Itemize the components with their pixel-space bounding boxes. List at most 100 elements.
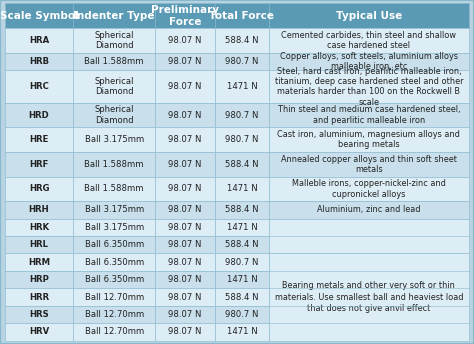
Text: 588.4 N: 588.4 N (225, 205, 259, 214)
Text: 1471 N: 1471 N (227, 327, 257, 336)
Text: Spherical
Diamond: Spherical Diamond (94, 77, 134, 96)
Text: HRG: HRG (29, 184, 49, 193)
Text: 980.7 N: 980.7 N (225, 258, 258, 267)
Bar (73, 176, 155, 201)
Bar (73, 236, 155, 254)
Text: Ball 6.350mm: Ball 6.350mm (84, 240, 144, 249)
Bar (269, 71, 469, 103)
Text: 98.07 N: 98.07 N (168, 82, 201, 91)
Bar (5, 103, 73, 127)
Bar (269, 53, 469, 71)
Bar (73, 323, 155, 341)
Bar (155, 254, 215, 271)
Bar (5, 176, 73, 201)
Bar (215, 271, 269, 288)
Text: Ball 3.175mm: Ball 3.175mm (84, 135, 144, 144)
Bar (5, 323, 73, 341)
Bar (5, 127, 73, 152)
Text: 98.07 N: 98.07 N (168, 184, 201, 193)
Bar (269, 176, 469, 201)
Text: HRM: HRM (28, 258, 50, 267)
Bar (215, 71, 269, 103)
Bar (5, 288, 73, 306)
Text: Aluminium, zinc and lead: Aluminium, zinc and lead (317, 205, 420, 214)
Text: Steel, hard cast iron, pearlitic malleable iron,
titanium, deep case hardened st: Steel, hard cast iron, pearlitic malleab… (274, 66, 463, 107)
Text: Scale Symbol: Scale Symbol (0, 11, 79, 21)
Text: 98.07 N: 98.07 N (168, 310, 201, 319)
Bar (73, 71, 155, 103)
Text: Spherical
Diamond: Spherical Diamond (94, 31, 134, 50)
Bar (5, 53, 73, 71)
Bar (155, 271, 215, 288)
Bar (73, 271, 155, 288)
Bar (5, 201, 73, 219)
Text: HRV: HRV (29, 327, 49, 336)
Bar (155, 236, 215, 254)
Text: 588.4 N: 588.4 N (225, 292, 259, 301)
Text: Thin steel and medium case hardened steel,
and pearlitic malleable iron: Thin steel and medium case hardened stee… (278, 105, 460, 125)
Text: HRH: HRH (29, 205, 49, 214)
Text: 98.07 N: 98.07 N (168, 36, 201, 45)
Bar (215, 176, 269, 201)
Text: 980.7 N: 980.7 N (225, 310, 258, 319)
Text: Ball 3.175mm: Ball 3.175mm (84, 205, 144, 214)
Bar (155, 3, 215, 28)
Bar (73, 288, 155, 306)
Text: 98.07 N: 98.07 N (168, 258, 201, 267)
Text: 588.4 N: 588.4 N (225, 36, 259, 45)
Text: 98.07 N: 98.07 N (168, 205, 201, 214)
Text: 98.07 N: 98.07 N (168, 275, 201, 284)
Text: 98.07 N: 98.07 N (168, 327, 201, 336)
Bar (215, 127, 269, 152)
Bar (215, 254, 269, 271)
Bar (269, 219, 469, 254)
Text: Cast iron, aluminium, magnesium alloys and
bearing metals: Cast iron, aluminium, magnesium alloys a… (277, 130, 460, 149)
Bar (215, 306, 269, 323)
Bar (73, 127, 155, 152)
Text: Ball 3.175mm: Ball 3.175mm (84, 223, 144, 232)
Text: Ball 1.588mm: Ball 1.588mm (84, 57, 144, 66)
Bar (269, 152, 469, 176)
Bar (215, 236, 269, 254)
Bar (155, 127, 215, 152)
Bar (215, 288, 269, 306)
Bar (5, 28, 73, 53)
Text: Ball 1.588mm: Ball 1.588mm (84, 184, 144, 193)
Bar (155, 201, 215, 219)
Bar (73, 103, 155, 127)
Bar (215, 53, 269, 71)
Bar (73, 28, 155, 53)
Bar (5, 71, 73, 103)
Bar (269, 127, 469, 152)
Bar (155, 288, 215, 306)
Bar (155, 53, 215, 71)
Text: 1471 N: 1471 N (227, 82, 257, 91)
Text: 98.07 N: 98.07 N (168, 111, 201, 120)
Text: HRL: HRL (29, 240, 49, 249)
Text: HRC: HRC (29, 82, 49, 91)
Text: Ball 6.350mm: Ball 6.350mm (84, 275, 144, 284)
Text: Cemented carbides, thin steel and shallow
case hardened steel: Cemented carbides, thin steel and shallo… (282, 31, 456, 50)
Text: Ball 12.70mm: Ball 12.70mm (84, 310, 144, 319)
Text: 588.4 N: 588.4 N (225, 240, 259, 249)
Bar (5, 254, 73, 271)
Bar (155, 219, 215, 236)
Bar (215, 152, 269, 176)
Text: Typical Use: Typical Use (336, 11, 402, 21)
Text: Annealed copper alloys and thin soft sheet
metals: Annealed copper alloys and thin soft she… (281, 154, 457, 174)
Text: HRE: HRE (29, 135, 49, 144)
Bar (73, 201, 155, 219)
Bar (155, 71, 215, 103)
Bar (155, 176, 215, 201)
Text: Preliminary
Force: Preliminary Force (151, 5, 219, 27)
Bar (155, 152, 215, 176)
Bar (5, 236, 73, 254)
Bar (215, 219, 269, 236)
Text: HRK: HRK (29, 223, 49, 232)
Text: HRP: HRP (29, 275, 49, 284)
Text: 980.7 N: 980.7 N (225, 57, 258, 66)
Bar (155, 323, 215, 341)
Bar (155, 306, 215, 323)
Bar (215, 28, 269, 53)
Bar (215, 103, 269, 127)
